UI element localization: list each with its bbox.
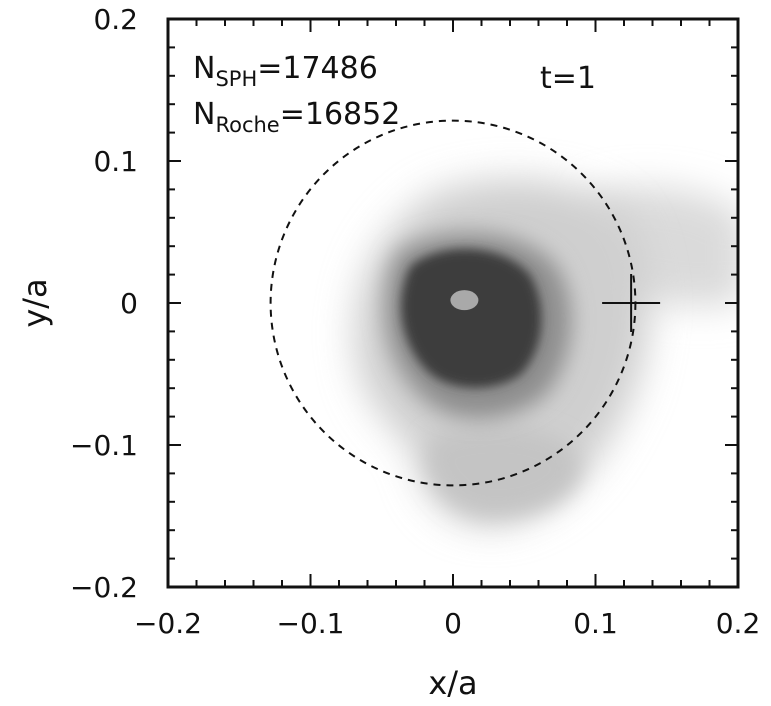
x-tick-label: −0.1 xyxy=(277,607,345,640)
y-tick-label: −0.1 xyxy=(70,429,138,462)
axis-ticks xyxy=(167,18,739,588)
y-tick-label: 0.1 xyxy=(93,145,138,178)
y-tick-label: −0.2 xyxy=(70,571,138,604)
x-axis-label: x/a xyxy=(428,664,477,702)
x-tick-label: −0.2 xyxy=(134,607,202,640)
dense-core-region xyxy=(401,248,542,388)
time-annotation: t=1 xyxy=(540,61,596,96)
x-tick-label: 0.2 xyxy=(716,607,761,640)
x-tick-label: 0.1 xyxy=(573,607,618,640)
y-axis-label: y/a xyxy=(16,278,54,327)
gas-density-map xyxy=(354,178,738,526)
axis-tick-labels: −0.2 −0.1 0 0.1 0.2 −0.2 −0.1 0 0.1 0.2 xyxy=(70,3,760,640)
n-roche-annotation: NRoche=16852 xyxy=(193,97,400,137)
central-bright-blob xyxy=(450,290,479,311)
y-tick-label: 0.2 xyxy=(93,3,138,36)
n-sph-annotation: NSPH=17486 xyxy=(193,51,378,91)
y-tick-label: 0 xyxy=(120,287,138,320)
lower-lobe-region xyxy=(427,426,581,516)
companion-cross-marker xyxy=(602,274,661,332)
x-tick-label: 0 xyxy=(444,607,462,640)
